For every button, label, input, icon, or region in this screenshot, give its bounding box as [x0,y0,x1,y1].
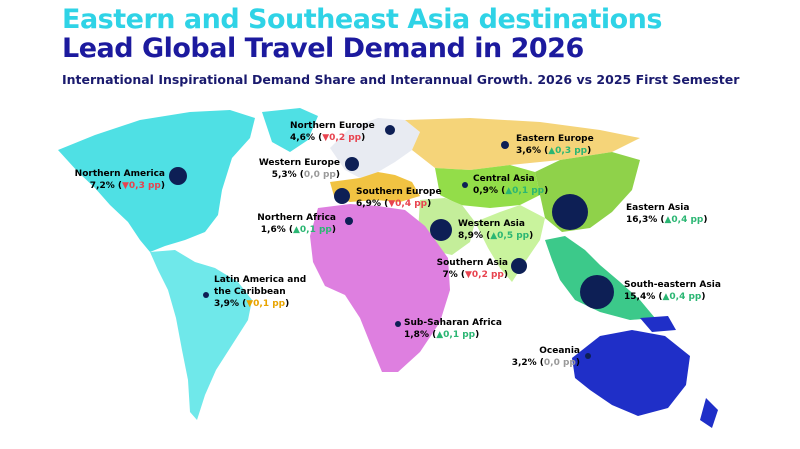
region-change: 0,1 pp [512,186,545,196]
label-south-eastern-asia: South-eastern Asia 15,4% (▲0,4 pp) [624,280,721,302]
arrow-up-icon: ▲ [490,231,498,241]
region-share: 3,2% [511,358,537,368]
bubble-eastern-asia [552,194,588,230]
bubble-southern-asia [511,258,527,274]
region-change: 0,0 pp [303,170,336,180]
arrow-up-icon: ▲ [292,225,300,235]
region-share: 4,6% [290,133,315,143]
label-central-asia: Central Asia 0,9% (▲0,1 pp) [473,174,549,196]
region-shape-central-asia [435,165,540,208]
region-name: Oceania [539,346,580,356]
bubble-latin-america [203,292,209,298]
title-line-1: Eastern and Southeast Asia destinations [62,4,662,35]
arrow-up-icon: ▲ [548,146,556,156]
region-share: 15,4% [624,292,656,302]
region-shape-new-guinea [640,316,676,332]
region-name: Central Asia [473,174,535,184]
label-southern-europe: Southern Europe 6,9% (▼0,4 pp) [356,187,442,209]
label-northern-europe: Northern Europe 4,6% (▼0,2 pp) [290,121,375,143]
region-shape-oceania [572,330,690,416]
region-shape-africa [310,204,450,372]
region-change: 0,4 pp [395,199,428,209]
region-shape-greenland [262,108,318,152]
bubble-northern-europe [385,125,395,135]
label-eastern-europe: Eastern Europe 3,6% (▲0,3 pp) [516,134,594,156]
region-change: 0,1 pp [443,330,476,340]
bubble-eastern-europe [501,141,509,149]
bubble-central-asia [462,182,468,188]
label-southern-asia: Southern Asia 7% (▼0,2 pp) [408,257,508,281]
region-share: 6,9% [356,199,381,209]
region-share: 7% [442,270,458,280]
arrow-up-icon: ▲ [662,292,670,302]
region-name: Northern Africa [257,213,336,223]
bubble-northern-africa [345,217,353,225]
region-share: 5,3% [271,170,297,180]
region-shape-eastern-europe [405,118,640,170]
bubble-sub-saharan-africa [395,321,401,327]
arrow-down-icon: ▼ [464,270,472,280]
region-shape-new-zealand [700,398,718,428]
label-western-asia: Western Asia 8,9% (▲0,5 pp) [458,219,534,241]
region-change: 0,5 pp [497,231,530,241]
region-change: 0,4 pp [671,215,704,225]
arrow-down-icon: ▼ [246,299,254,309]
region-share: 0,9% [473,186,498,196]
arrow-up-icon: ▲ [664,215,672,225]
label-northern-america: Northern America 7,2% (▼0,3 pp) [60,168,165,192]
label-oceania: Oceania 3,2% (0,0 pp) [500,345,580,369]
region-change: 0,2 pp [329,133,362,143]
arrow-down-icon: ▼ [121,181,129,191]
region-name: Western Asia [458,219,525,229]
region-share: 3,6% [516,146,541,156]
region-name: Northern Europe [290,121,375,131]
region-change: 0,0 pp [543,358,576,368]
region-change: 0,1 pp [299,225,332,235]
region-name-line-1: Latin America and [214,275,307,285]
region-name: Southern Asia [436,258,508,268]
bubble-northern-america [169,167,187,185]
region-change: 0,2 pp [471,270,504,280]
arrow-down-icon: ▼ [388,199,396,209]
region-shape-eastern-asia [535,152,640,232]
region-name-line-2: the Caribbean [214,287,286,297]
region-change: 0,1 pp [253,299,286,309]
bubble-western-europe [345,157,359,171]
bubble-south-eastern-asia [580,275,614,309]
region-name: Western Europe [258,158,340,168]
label-sub-saharan-africa: Sub-Saharan Africa 1,8% (▲0,1 pp) [404,318,502,340]
region-change: 0,3 pp [555,146,588,156]
bubble-western-asia [430,219,452,241]
region-share: 1,8% [404,330,429,340]
region-shape-southern-asia [475,205,545,282]
region-name: Northern America [74,169,165,179]
region-shape-latin-america [150,250,252,420]
region-share: 8,9% [458,231,483,241]
region-shape-southern-europe [330,172,420,202]
subtitle: International Inspirational Demand Share… [62,72,740,87]
arrow-up-icon: ▲ [436,330,444,340]
region-name: Eastern Europe [516,134,594,144]
arrow-down-icon: ▼ [322,133,330,143]
label-eastern-asia: Eastern Asia 16,3% (▲0,4 pp) [626,203,708,225]
region-name: Eastern Asia [626,203,690,213]
region-shape-northern-america [58,110,255,252]
region-change: 0,4 pp [669,292,702,302]
region-name: South-eastern Asia [624,280,721,290]
label-western-europe: Western Europe 5,3% (0,0 pp) [232,157,340,181]
region-name: Southern Europe [356,187,442,197]
label-latin-america: Latin America and the Caribbean 3,9% (▼0… [214,275,307,309]
title-line-2: Lead Global Travel Demand in 2026 [62,33,584,64]
region-share: 7,2% [89,181,115,191]
region-change: 0,3 pp [128,181,161,191]
region-share: 3,9% [214,299,239,309]
region-name: Sub-Saharan Africa [404,318,502,328]
region-share: 1,6% [260,225,286,235]
region-share: 16,3% [626,215,658,225]
arrow-up-icon: ▲ [505,186,513,196]
label-northern-africa: Northern Africa 1,6% (▲0,1 pp) [232,212,336,236]
bubble-oceania [585,353,591,359]
bubble-southern-europe [334,188,350,204]
